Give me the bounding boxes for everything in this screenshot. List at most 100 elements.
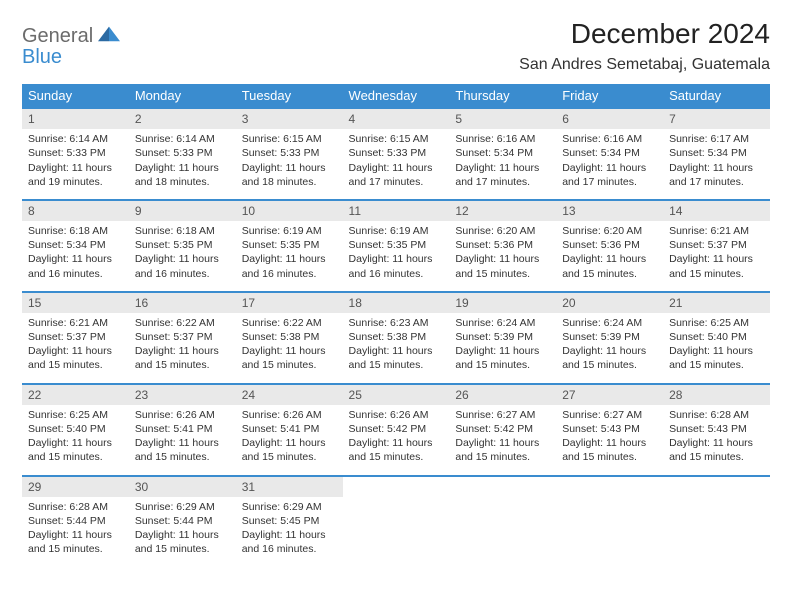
weekday-header: Sunday	[22, 84, 129, 108]
day-details: Sunrise: 6:20 AMSunset: 5:36 PMDaylight:…	[449, 221, 556, 291]
calendar-day-cell: 18Sunrise: 6:23 AMSunset: 5:38 PMDayligh…	[343, 292, 450, 384]
calendar-day-cell: 31Sunrise: 6:29 AMSunset: 5:45 PMDayligh…	[236, 476, 343, 567]
day-number: 15	[22, 293, 129, 313]
day-number: 13	[556, 201, 663, 221]
day-number: 24	[236, 385, 343, 405]
brand-text-blue: Blue	[22, 46, 62, 68]
calendar-week-row: 15Sunrise: 6:21 AMSunset: 5:37 PMDayligh…	[22, 292, 770, 384]
calendar-day-cell: 25Sunrise: 6:26 AMSunset: 5:42 PMDayligh…	[343, 384, 450, 476]
day-details: Sunrise: 6:21 AMSunset: 5:37 PMDaylight:…	[22, 313, 129, 383]
page-title: December 2024	[519, 18, 770, 50]
day-number: 5	[449, 109, 556, 129]
day-number: 25	[343, 385, 450, 405]
calendar-week-row: 22Sunrise: 6:25 AMSunset: 5:40 PMDayligh…	[22, 384, 770, 476]
day-number: 7	[663, 109, 770, 129]
day-details: Sunrise: 6:28 AMSunset: 5:44 PMDaylight:…	[22, 497, 129, 567]
calendar-day-cell: 4Sunrise: 6:15 AMSunset: 5:33 PMDaylight…	[343, 108, 450, 200]
day-details: Sunrise: 6:27 AMSunset: 5:43 PMDaylight:…	[556, 405, 663, 475]
day-number: 6	[556, 109, 663, 129]
day-number: 30	[129, 477, 236, 497]
day-details: Sunrise: 6:29 AMSunset: 5:45 PMDaylight:…	[236, 497, 343, 567]
calendar-week-row: 29Sunrise: 6:28 AMSunset: 5:44 PMDayligh…	[22, 476, 770, 567]
day-details: Sunrise: 6:19 AMSunset: 5:35 PMDaylight:…	[236, 221, 343, 291]
day-number: 27	[556, 385, 663, 405]
day-details: Sunrise: 6:26 AMSunset: 5:41 PMDaylight:…	[236, 405, 343, 475]
day-details: Sunrise: 6:27 AMSunset: 5:42 PMDaylight:…	[449, 405, 556, 475]
day-number: 20	[556, 293, 663, 313]
day-number: 31	[236, 477, 343, 497]
day-number: 29	[22, 477, 129, 497]
calendar-day-cell: 10Sunrise: 6:19 AMSunset: 5:35 PMDayligh…	[236, 200, 343, 292]
calendar-day-cell: 11Sunrise: 6:19 AMSunset: 5:35 PMDayligh…	[343, 200, 450, 292]
calendar-day-cell: 13Sunrise: 6:20 AMSunset: 5:36 PMDayligh…	[556, 200, 663, 292]
day-number: 4	[343, 109, 450, 129]
calendar-day-cell: ..	[556, 476, 663, 567]
calendar-day-cell: 19Sunrise: 6:24 AMSunset: 5:39 PMDayligh…	[449, 292, 556, 384]
calendar-week-row: 1Sunrise: 6:14 AMSunset: 5:33 PMDaylight…	[22, 108, 770, 200]
day-number: 19	[449, 293, 556, 313]
day-details: Sunrise: 6:25 AMSunset: 5:40 PMDaylight:…	[663, 313, 770, 383]
day-details: Sunrise: 6:26 AMSunset: 5:41 PMDaylight:…	[129, 405, 236, 475]
day-number: 22	[22, 385, 129, 405]
day-details: Sunrise: 6:15 AMSunset: 5:33 PMDaylight:…	[236, 129, 343, 199]
day-details: Sunrise: 6:28 AMSunset: 5:43 PMDaylight:…	[663, 405, 770, 475]
brand-text-general: General	[22, 25, 93, 47]
day-details: Sunrise: 6:18 AMSunset: 5:35 PMDaylight:…	[129, 221, 236, 291]
calendar-day-cell: 14Sunrise: 6:21 AMSunset: 5:37 PMDayligh…	[663, 200, 770, 292]
day-number: 9	[129, 201, 236, 221]
day-details: Sunrise: 6:20 AMSunset: 5:36 PMDaylight:…	[556, 221, 663, 291]
weekday-header: Wednesday	[343, 84, 450, 108]
day-details: Sunrise: 6:24 AMSunset: 5:39 PMDaylight:…	[449, 313, 556, 383]
brand-triangle-icon	[98, 24, 120, 42]
calendar-day-cell: 24Sunrise: 6:26 AMSunset: 5:41 PMDayligh…	[236, 384, 343, 476]
day-details: Sunrise: 6:24 AMSunset: 5:39 PMDaylight:…	[556, 313, 663, 383]
calendar-day-cell: 5Sunrise: 6:16 AMSunset: 5:34 PMDaylight…	[449, 108, 556, 200]
day-details: Sunrise: 6:19 AMSunset: 5:35 PMDaylight:…	[343, 221, 450, 291]
calendar-day-cell: ..	[663, 476, 770, 567]
calendar-day-cell: ..	[449, 476, 556, 567]
calendar-day-cell: 15Sunrise: 6:21 AMSunset: 5:37 PMDayligh…	[22, 292, 129, 384]
day-details: Sunrise: 6:29 AMSunset: 5:44 PMDaylight:…	[129, 497, 236, 567]
calendar-day-cell: 20Sunrise: 6:24 AMSunset: 5:39 PMDayligh…	[556, 292, 663, 384]
calendar-day-cell: 22Sunrise: 6:25 AMSunset: 5:40 PMDayligh…	[22, 384, 129, 476]
day-number: 14	[663, 201, 770, 221]
day-details: Sunrise: 6:18 AMSunset: 5:34 PMDaylight:…	[22, 221, 129, 291]
calendar-table: SundayMondayTuesdayWednesdayThursdayFrid…	[22, 84, 770, 566]
day-details: Sunrise: 6:21 AMSunset: 5:37 PMDaylight:…	[663, 221, 770, 291]
day-number: 18	[343, 293, 450, 313]
brand-logo: General Blue	[22, 18, 120, 68]
header-bar: General Blue December 2024 San Andres Se…	[22, 18, 770, 74]
day-number: 8	[22, 201, 129, 221]
calendar-day-cell: 8Sunrise: 6:18 AMSunset: 5:34 PMDaylight…	[22, 200, 129, 292]
location-text: San Andres Semetabaj, Guatemala	[519, 56, 770, 74]
calendar-day-cell: 30Sunrise: 6:29 AMSunset: 5:44 PMDayligh…	[129, 476, 236, 567]
calendar-body: 1Sunrise: 6:14 AMSunset: 5:33 PMDaylight…	[22, 108, 770, 566]
calendar-day-cell: 28Sunrise: 6:28 AMSunset: 5:43 PMDayligh…	[663, 384, 770, 476]
calendar-day-cell: 3Sunrise: 6:15 AMSunset: 5:33 PMDaylight…	[236, 108, 343, 200]
weekday-header: Friday	[556, 84, 663, 108]
weekday-header-row: SundayMondayTuesdayWednesdayThursdayFrid…	[22, 84, 770, 108]
day-details: Sunrise: 6:16 AMSunset: 5:34 PMDaylight:…	[449, 129, 556, 199]
weekday-header: Tuesday	[236, 84, 343, 108]
calendar-day-cell: 26Sunrise: 6:27 AMSunset: 5:42 PMDayligh…	[449, 384, 556, 476]
day-number: 10	[236, 201, 343, 221]
title-block: December 2024 San Andres Semetabaj, Guat…	[519, 18, 770, 74]
calendar-day-cell: 21Sunrise: 6:25 AMSunset: 5:40 PMDayligh…	[663, 292, 770, 384]
weekday-header: Thursday	[449, 84, 556, 108]
day-number: 26	[449, 385, 556, 405]
day-details: Sunrise: 6:22 AMSunset: 5:37 PMDaylight:…	[129, 313, 236, 383]
calendar-week-row: 8Sunrise: 6:18 AMSunset: 5:34 PMDaylight…	[22, 200, 770, 292]
calendar-day-cell: 29Sunrise: 6:28 AMSunset: 5:44 PMDayligh…	[22, 476, 129, 567]
day-number: 23	[129, 385, 236, 405]
day-details: Sunrise: 6:17 AMSunset: 5:34 PMDaylight:…	[663, 129, 770, 199]
day-number: 1	[22, 109, 129, 129]
day-number: 17	[236, 293, 343, 313]
day-number: 2	[129, 109, 236, 129]
day-details: Sunrise: 6:14 AMSunset: 5:33 PMDaylight:…	[129, 129, 236, 199]
calendar-day-cell: 6Sunrise: 6:16 AMSunset: 5:34 PMDaylight…	[556, 108, 663, 200]
calendar-day-cell: 1Sunrise: 6:14 AMSunset: 5:33 PMDaylight…	[22, 108, 129, 200]
weekday-header: Saturday	[663, 84, 770, 108]
day-number: 21	[663, 293, 770, 313]
calendar-day-cell: 9Sunrise: 6:18 AMSunset: 5:35 PMDaylight…	[129, 200, 236, 292]
day-details: Sunrise: 6:26 AMSunset: 5:42 PMDaylight:…	[343, 405, 450, 475]
